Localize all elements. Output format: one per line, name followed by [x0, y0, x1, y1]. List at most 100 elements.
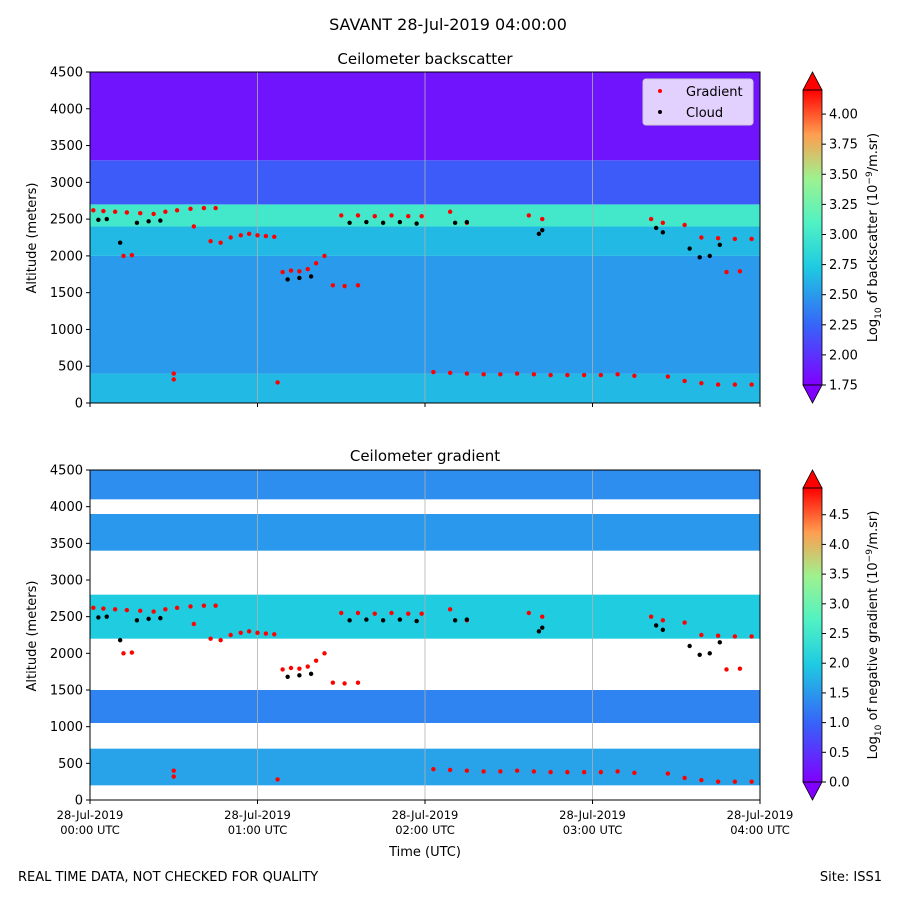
- y-tick-label: 3500: [50, 537, 83, 552]
- cloud-marker: [397, 219, 403, 225]
- gradient-marker: [682, 222, 687, 228]
- gradient-marker: [531, 372, 537, 377]
- cloud-marker: [452, 220, 458, 225]
- gradient-x-label: Time (UTC): [388, 845, 461, 860]
- gradient-marker: [715, 779, 721, 784]
- gradient-marker: [339, 213, 344, 218]
- gradient-marker: [447, 767, 453, 773]
- gradient-marker: [305, 664, 310, 669]
- gradient-marker: [660, 220, 666, 225]
- gradient-marker: [699, 632, 704, 638]
- gradient-marker: [280, 269, 285, 275]
- gradient-marker: [91, 208, 96, 213]
- gradient-marker: [305, 266, 310, 272]
- colorbar-tick-label: 0.5: [829, 746, 850, 761]
- gradient-marker: [615, 372, 620, 377]
- gradient-marker: [431, 369, 436, 375]
- gradient-marker: [715, 236, 721, 241]
- y-tick-label: 1500: [50, 684, 83, 699]
- y-tick-label: 0: [75, 794, 83, 809]
- cloud-marker: [285, 674, 290, 679]
- gradient-marker: [218, 240, 223, 245]
- gradient-marker: [632, 373, 637, 378]
- gradient-marker: [112, 209, 118, 214]
- colorbar-tick-label: 4.0: [829, 538, 850, 553]
- gradient-marker: [101, 606, 106, 611]
- gradient-y-axis: 0 500 1000 1500 2000 2500 3000 3500 4000 4500: [50, 464, 90, 809]
- colorbar-tick-label: 3.25: [829, 198, 858, 213]
- gradient-marker: [715, 382, 721, 387]
- cloud-marker: [158, 218, 163, 223]
- gradient-marker: [201, 205, 207, 211]
- y-tick-label: 4000: [50, 102, 83, 117]
- gradient-marker: [540, 614, 545, 619]
- gradient-marker: [208, 636, 213, 641]
- gradient-marker: [660, 618, 666, 623]
- gradient-marker: [419, 213, 424, 219]
- cloud-marker: [697, 255, 702, 260]
- gradient-marker: [732, 779, 738, 784]
- gradient-marker: [682, 775, 687, 781]
- gradient-marker: [246, 629, 252, 634]
- cloud-marker: [134, 618, 140, 623]
- gradient-marker: [737, 269, 743, 274]
- colorbar-frame: [802, 487, 823, 783]
- cloud-marker: [397, 617, 403, 622]
- x-tick-date: 28-Jul-2019: [392, 808, 459, 822]
- gradient-marker: [138, 608, 143, 613]
- gradient-marker: [526, 610, 532, 616]
- gradient-panel: Ceilometer gradient 0 500 1000 1500 2000 2500…: [25, 447, 884, 860]
- gradient-marker: [699, 778, 704, 783]
- backscatter-colorbar: 1.75 2.00 2.25 2.50 2.75 3.00 3.25 3.50 3.75 4.00…: [802, 71, 884, 404]
- colorbar-tick-label: 1.5: [829, 686, 850, 701]
- gradient-marker: [330, 680, 336, 685]
- gradient-marker: [749, 236, 754, 242]
- gradient-marker: [163, 209, 168, 214]
- gradient-marker: [447, 370, 453, 376]
- gradient-marker: [151, 609, 156, 614]
- cloud-marker: [697, 652, 702, 657]
- cloud-marker: [717, 640, 722, 645]
- legend-cloud-label: Cloud: [686, 106, 723, 121]
- cloud-marker: [297, 673, 302, 678]
- gradient-marker: [598, 372, 604, 378]
- gradient-marker: [246, 231, 252, 237]
- gradient-marker: [313, 658, 319, 663]
- gradient-marker: [188, 604, 193, 609]
- gradient-marker: [288, 268, 294, 273]
- y-tick-label: 3500: [50, 139, 83, 154]
- y-tick-label: 3000: [50, 574, 83, 589]
- gradient-marker: [355, 283, 361, 288]
- colorbar-tick-label: 0.0: [829, 776, 850, 791]
- y-tick-label: 4500: [50, 66, 83, 81]
- gradient-marker: [548, 769, 553, 775]
- cloud-marker: [146, 616, 151, 622]
- gradient-marker: [481, 372, 486, 377]
- gradient-marker: [121, 651, 126, 656]
- colorbar-min-extend: [802, 384, 823, 404]
- gradient-marker: [565, 769, 570, 775]
- cloud-marker: [536, 629, 542, 634]
- gradient-marker: [255, 233, 260, 238]
- gradient-marker: [699, 235, 704, 240]
- gradient-marker: [514, 371, 520, 376]
- gradient-marker: [297, 666, 302, 671]
- gradient-marker: [419, 611, 424, 616]
- gradient-marker: [724, 269, 729, 275]
- gradient-marker: [272, 632, 277, 637]
- cloud-marker: [117, 240, 123, 245]
- cloud-marker: [308, 671, 314, 677]
- cloud-marker: [660, 627, 666, 633]
- x-tick-date: 28-Jul-2019: [224, 808, 291, 822]
- colorbar-tick-label: 3.75: [829, 138, 858, 153]
- gradient-marker: [406, 611, 411, 616]
- colorbar-tick-label: 3.00: [829, 228, 858, 243]
- backscatter-y-label: Altitude (meters): [25, 183, 40, 294]
- cloud-marker: [414, 618, 419, 624]
- y-tick-label: 500: [58, 757, 83, 772]
- cloud-marker: [653, 225, 659, 231]
- x-tick-time: 01:00 UTC: [228, 823, 288, 837]
- y-tick-label: 3000: [50, 176, 83, 191]
- figure-title: SAVANT 28-Jul-2019 04:00:00: [329, 15, 567, 34]
